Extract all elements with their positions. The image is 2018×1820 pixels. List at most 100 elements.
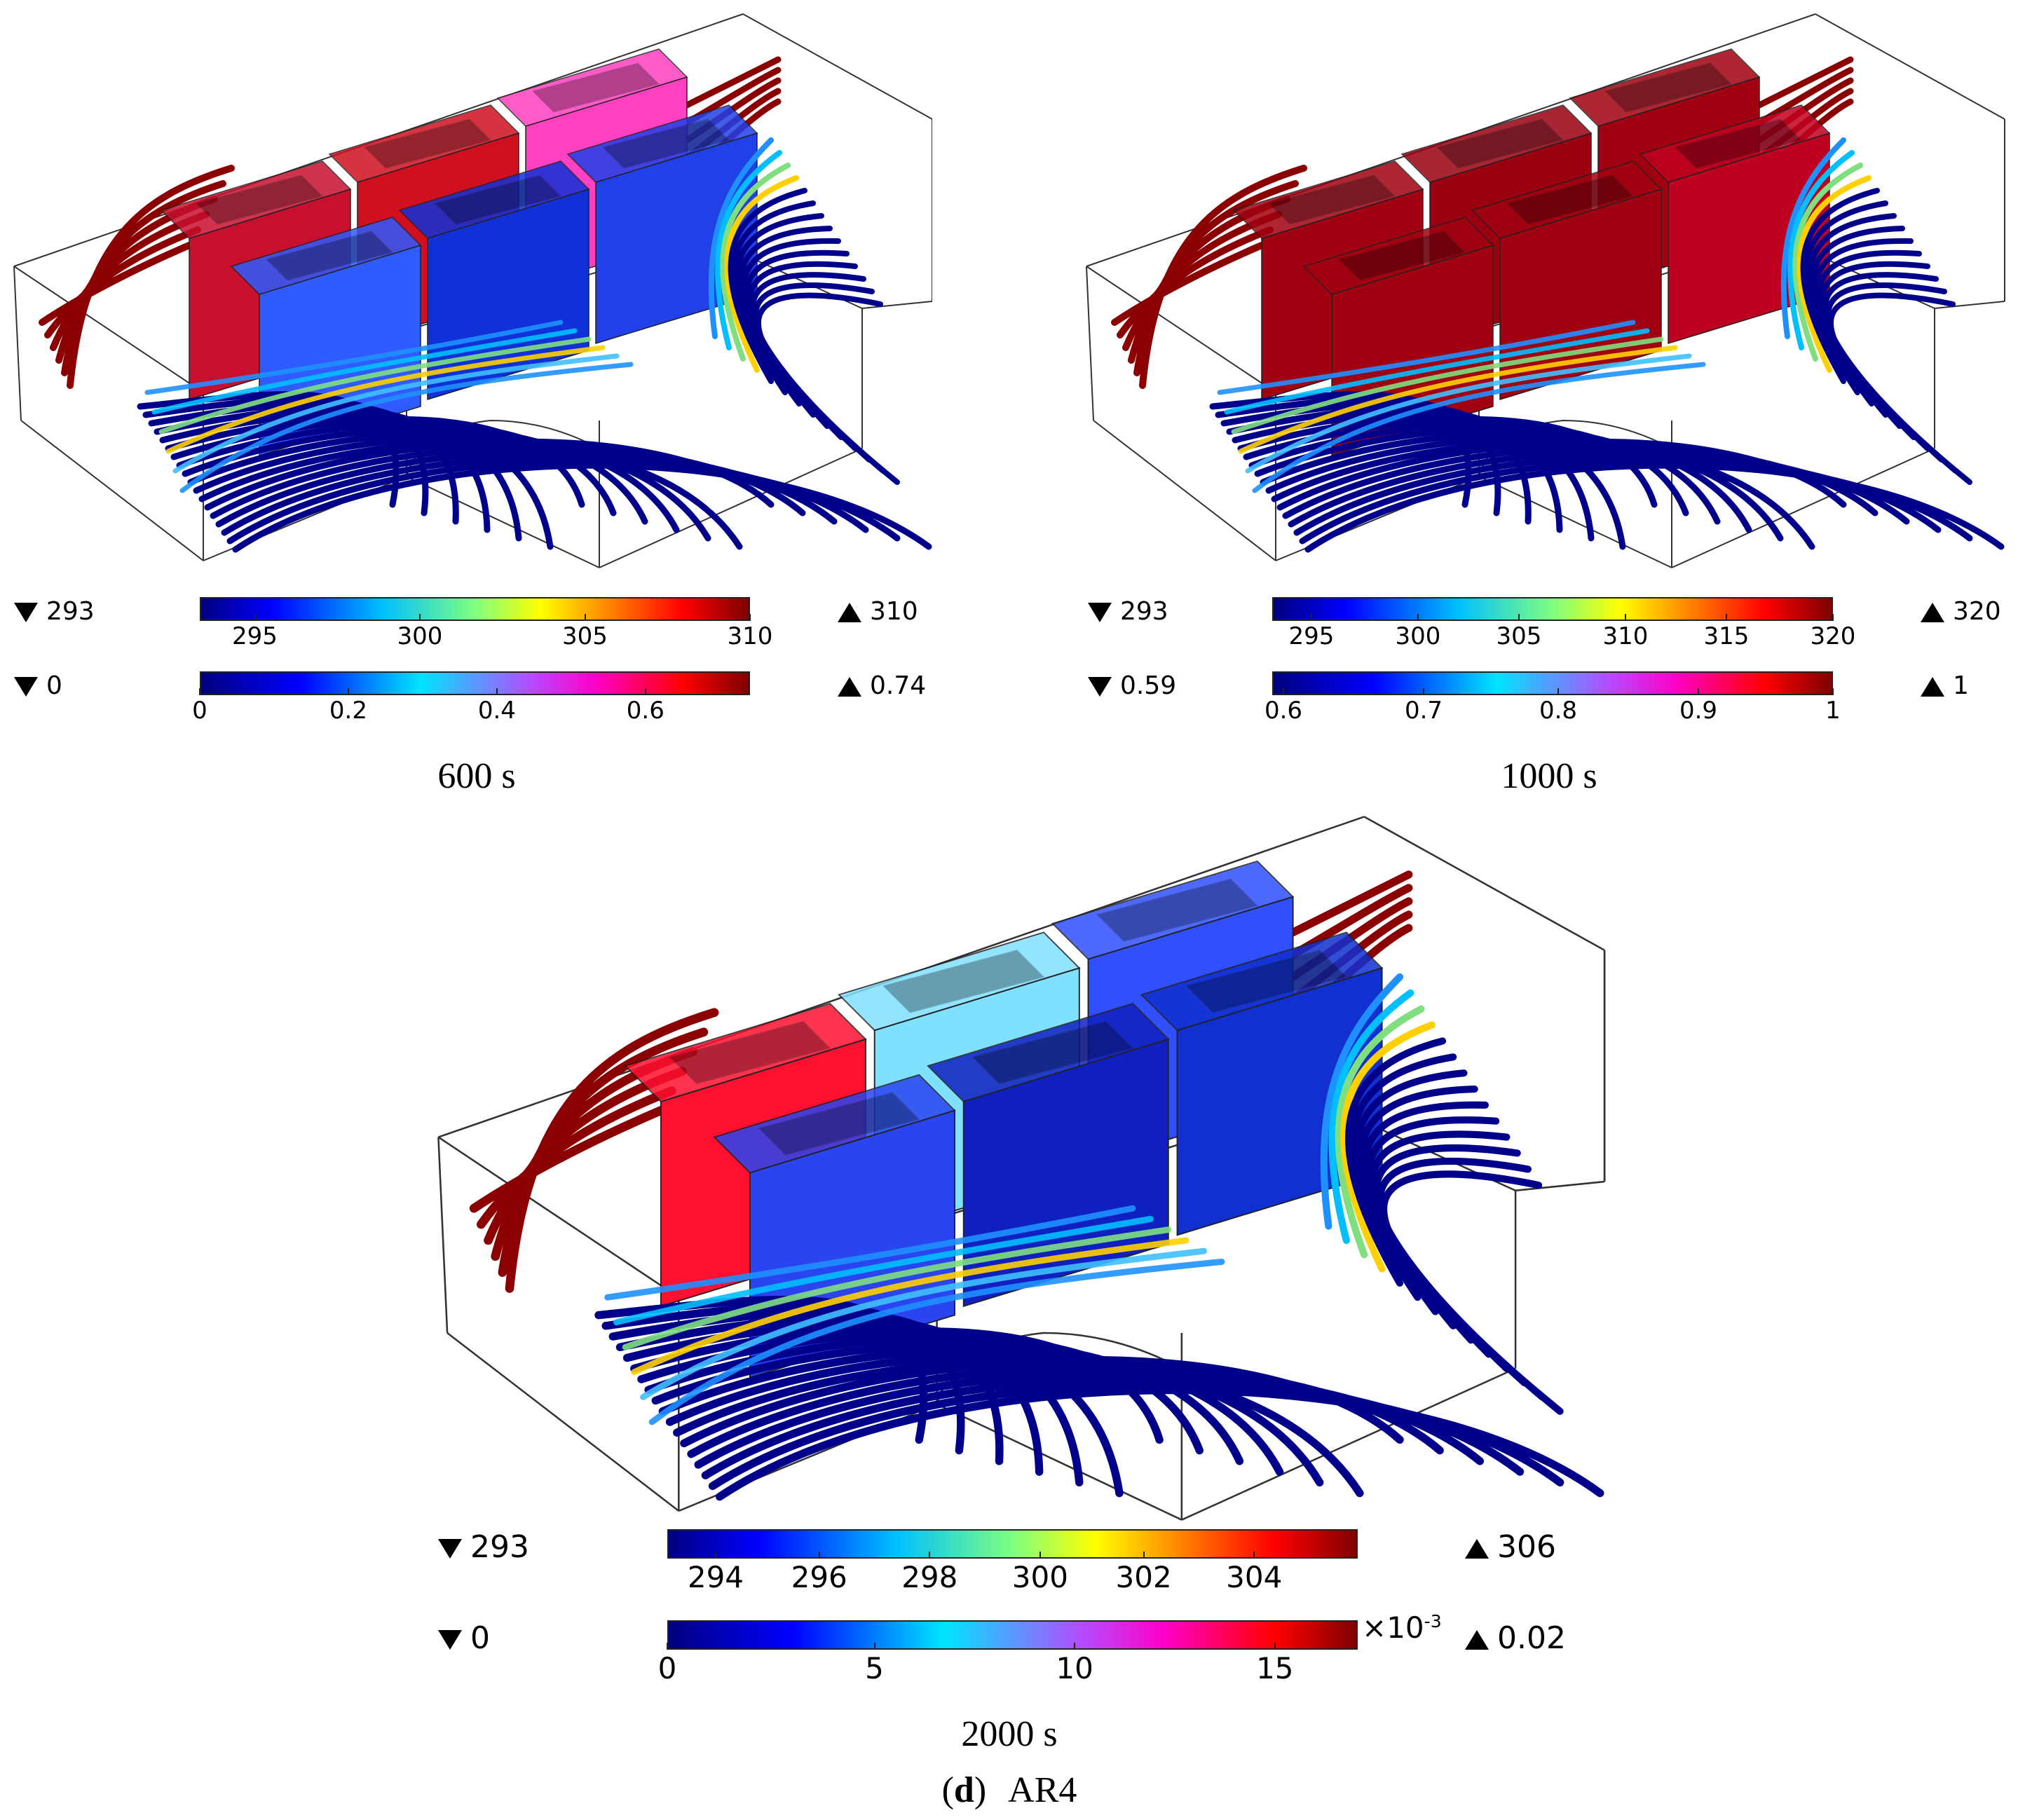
duct-frame-edge bbox=[1093, 420, 1276, 561]
p600-temp-tick-mark bbox=[419, 614, 421, 621]
streamline-outlet bbox=[1335, 1005, 1425, 1259]
p600-frac-max-triangle bbox=[838, 677, 861, 697]
p2000-frac-tick-mark bbox=[667, 1643, 668, 1650]
streamline-mixed bbox=[604, 1205, 1136, 1301]
heat-source-top bbox=[566, 104, 758, 183]
p1000-frac-tick-label: 0.7 bbox=[1404, 697, 1443, 725]
streamline-cold bbox=[182, 425, 648, 525]
p1000-frac-colorbar bbox=[1272, 671, 1833, 695]
p600-temp-tick-mark bbox=[254, 614, 256, 621]
duct-frame-edge bbox=[1515, 1180, 1605, 1192]
streamline-hot bbox=[505, 1008, 719, 1293]
streamline-hot bbox=[67, 165, 235, 389]
p1000-temp-min-triangle bbox=[1088, 603, 1112, 622]
p2000-frac-tick-label: 15 bbox=[1256, 1651, 1294, 1685]
heat-source-top bbox=[1051, 860, 1295, 960]
p2000-temp-tick-label: 302 bbox=[1115, 1560, 1172, 1594]
scene-1000s bbox=[1086, 13, 2005, 568]
heat-source-top bbox=[1400, 104, 1593, 183]
p600-frac-tick-label: 0 bbox=[192, 697, 207, 725]
duct-frame-edge bbox=[1181, 1367, 1516, 1521]
streamline-mixed bbox=[1238, 345, 1678, 454]
p1000-frac-tick-mark bbox=[1832, 688, 1834, 695]
p600-frac-min-label: 0 bbox=[14, 671, 62, 700]
subfigure-label: (d) bbox=[941, 1770, 987, 1810]
streamline-outlet bbox=[1787, 150, 1855, 350]
p1000-temp-max-value: 320 bbox=[1953, 597, 2001, 626]
p1000-temp-tick-mark bbox=[1311, 614, 1312, 621]
p2000-temp-tick-label: 296 bbox=[791, 1560, 847, 1594]
p600-temp-tick-label: 310 bbox=[727, 622, 773, 650]
streamline-cold bbox=[658, 1345, 1284, 1476]
heat-source-opening bbox=[532, 62, 660, 113]
p2000-frac-max-label: 0.02 bbox=[1465, 1620, 1566, 1656]
duct-frame-edge bbox=[437, 1136, 680, 1299]
heat-source-top bbox=[713, 1074, 956, 1174]
streamline-cold bbox=[1254, 425, 1721, 525]
p600-frac-colorbar bbox=[200, 671, 750, 695]
p1000-temp-tick-label: 295 bbox=[1288, 622, 1335, 650]
p2000-frac-tick-mark bbox=[1074, 1643, 1076, 1650]
heat-source-top bbox=[496, 48, 688, 127]
duct-frame-edge bbox=[1086, 266, 1094, 421]
heat-source-opening bbox=[1268, 175, 1396, 225]
streamline-hot bbox=[1139, 165, 1307, 389]
p1000-frac-tick-mark bbox=[1283, 688, 1284, 695]
heat-source-top bbox=[328, 104, 520, 183]
streamline-mixed bbox=[1217, 320, 1636, 395]
p2000-frac-min-value: 0 bbox=[470, 1620, 490, 1656]
panel-2000s bbox=[421, 799, 1612, 1570]
streamline-hot bbox=[44, 226, 201, 338]
p1000-temp-colorbar bbox=[1272, 597, 1833, 621]
p600-temp-min-triangle bbox=[14, 603, 38, 622]
p2000-temp-tick-label: 294 bbox=[687, 1560, 744, 1594]
streamline-outlet bbox=[756, 292, 900, 485]
heat-source-top bbox=[230, 217, 422, 295]
streamline-cold bbox=[176, 420, 617, 516]
p1000-temp-tick-mark bbox=[1625, 614, 1626, 621]
duct-frame-edge bbox=[13, 266, 22, 421]
streamline-cold bbox=[187, 430, 680, 533]
streamline-mixed bbox=[622, 1226, 1172, 1350]
p1000-frac-min-value: 0.59 bbox=[1120, 671, 1177, 700]
subfigure-name: AR4 bbox=[1008, 1770, 1077, 1810]
p2000-frac-min-label: 0 bbox=[438, 1620, 490, 1656]
duct-frame-edge bbox=[1478, 476, 1672, 568]
streamline-mixed bbox=[144, 320, 564, 395]
p2000-frac-min-triangle bbox=[438, 1630, 462, 1650]
heat-source-opening bbox=[1436, 118, 1564, 169]
streamline-mixed bbox=[1245, 353, 1692, 474]
heat-source-top bbox=[1302, 217, 1494, 295]
time-caption: 600 s bbox=[437, 756, 516, 796]
p600-temp-tick-label: 300 bbox=[397, 622, 443, 650]
p2000-temp-max-triangle bbox=[1465, 1539, 1489, 1559]
p1000-temp-tick-label: 300 bbox=[1395, 622, 1441, 650]
p1000-frac-max-value: 1 bbox=[1953, 671, 1969, 700]
p600-frac-tick-mark bbox=[496, 688, 498, 695]
streamline-hot bbox=[1288, 870, 1413, 937]
p1000-frac-tick-mark bbox=[1557, 688, 1559, 695]
p2000-temp-tick-label: 300 bbox=[1011, 1560, 1068, 1594]
heat-source-top bbox=[1471, 160, 1663, 239]
streamline-outlet bbox=[1340, 1021, 1436, 1273]
heat-source-opening bbox=[882, 950, 1045, 1013]
scene-group bbox=[437, 816, 1606, 1521]
p2000-frac-tick-label: 10 bbox=[1056, 1651, 1093, 1685]
p1000-frac-tick-label: 0.8 bbox=[1539, 697, 1578, 725]
streamline-mixed bbox=[172, 353, 620, 474]
scene-group bbox=[1086, 13, 2005, 568]
streamline-mixed bbox=[1231, 336, 1664, 435]
p2000-temp-max-value: 306 bbox=[1497, 1529, 1556, 1565]
streamline-outlet bbox=[1800, 188, 1880, 384]
p600-frac-tick-mark bbox=[347, 688, 349, 695]
p2000-temp-tick-label: 304 bbox=[1226, 1560, 1283, 1594]
p2000-frac-tick-label: 0 bbox=[657, 1651, 677, 1685]
duct-frame-edge bbox=[437, 1137, 449, 1334]
duct-frame-edge bbox=[1815, 13, 2005, 120]
p2000-frac-multiplier: ×10-3 bbox=[1362, 1610, 1442, 1645]
duct-frame-edge bbox=[13, 266, 204, 393]
duct-frame-edge bbox=[1934, 301, 2005, 309]
p600-temp-max-value: 310 bbox=[870, 597, 918, 626]
heat-source-opening bbox=[1604, 62, 1732, 113]
p2000-temp-colorbar bbox=[667, 1529, 1358, 1559]
